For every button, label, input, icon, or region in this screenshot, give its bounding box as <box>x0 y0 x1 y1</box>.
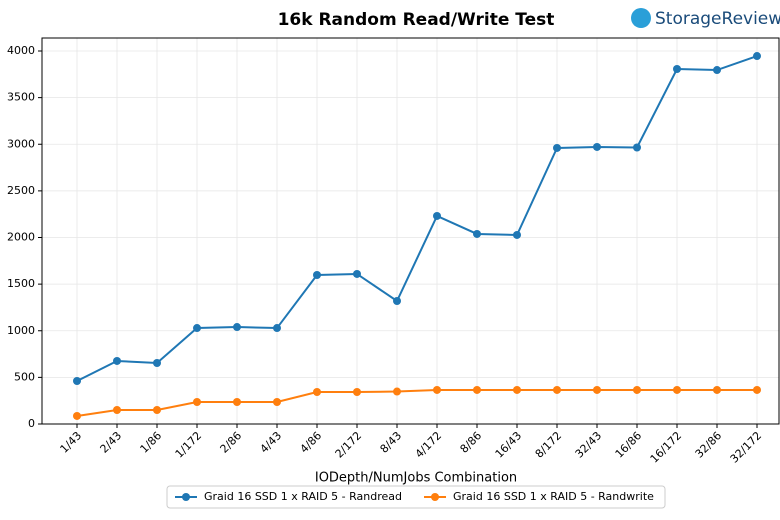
y-tick-label: 1500 <box>7 277 35 290</box>
legend-box <box>166 485 666 509</box>
point <box>673 64 681 73</box>
point <box>193 397 201 406</box>
legend-marker <box>431 493 440 501</box>
point <box>273 397 281 406</box>
point <box>233 323 241 332</box>
point <box>513 385 521 394</box>
legend: Graid 16 SSD 1 x RAID 5 - Randread Graid … <box>166 485 666 509</box>
y-tick-label: 2000 <box>7 231 35 244</box>
y-tick-label: 500 <box>14 370 35 383</box>
point <box>633 143 641 152</box>
logo-icon <box>631 8 651 28</box>
point <box>113 356 121 365</box>
point <box>313 270 321 279</box>
point <box>113 406 121 415</box>
point <box>633 385 641 394</box>
legend-label: Graid 16 SSD 1 x RAID 5 - Randread <box>204 490 402 503</box>
point <box>753 52 761 61</box>
series-line <box>76 388 757 417</box>
point <box>73 411 81 420</box>
point <box>393 297 401 306</box>
point <box>233 397 241 406</box>
point <box>713 385 721 394</box>
y-tick-label: 4000 <box>7 44 35 57</box>
plot-frame <box>41 37 780 425</box>
point <box>753 385 761 394</box>
point <box>153 406 161 415</box>
chart-title: 16k Random Read/Write Test <box>278 10 555 30</box>
point <box>553 385 561 394</box>
point <box>593 385 601 394</box>
y-tick-label: 3000 <box>7 137 35 150</box>
point <box>153 359 161 368</box>
series-line <box>76 55 758 382</box>
point <box>353 388 361 397</box>
point <box>593 142 601 151</box>
point <box>193 324 201 333</box>
y-tick-label: 1000 <box>7 324 35 337</box>
point <box>433 385 441 394</box>
point <box>313 388 321 397</box>
point <box>433 211 441 220</box>
point <box>473 385 481 394</box>
point <box>513 230 521 239</box>
y-tick-label: 3500 <box>7 91 35 104</box>
point <box>713 66 721 75</box>
point <box>673 385 681 394</box>
y-tick-label: 2500 <box>7 184 35 197</box>
logo: StorageReview <box>655 9 780 29</box>
x-axis-label: IODepth/NumJobs Combination <box>315 471 517 486</box>
point <box>353 269 361 278</box>
legend-marker <box>182 493 190 501</box>
point <box>393 387 401 396</box>
point <box>73 377 81 386</box>
point <box>553 143 561 152</box>
point <box>473 229 481 238</box>
y-tick-label: 0 <box>28 417 35 430</box>
point <box>273 324 281 333</box>
legend-label: Graid 16 SSD 1 x RAID 5 - Randwrite <box>453 490 654 503</box>
